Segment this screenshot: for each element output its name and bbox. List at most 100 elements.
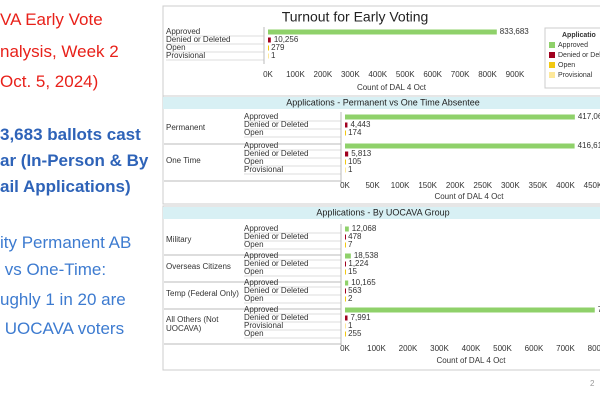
x-tick-label: 250K: [473, 181, 492, 190]
value-label: 7,991: [351, 313, 372, 322]
value-label: 792,912: [598, 305, 600, 314]
legend-entry: Open: [558, 62, 575, 69]
panel-header: [163, 97, 600, 109]
note-line: vs One-Time:: [0, 260, 107, 279]
bar: [345, 130, 346, 136]
bar: [345, 323, 346, 329]
value-label: 1: [348, 165, 353, 174]
x-tick-label: 400K: [368, 70, 387, 79]
category-label: Provisional: [244, 321, 283, 330]
bar: [268, 53, 269, 59]
x-tick-label: 500K: [396, 70, 415, 79]
bar: [345, 242, 346, 248]
bar: [345, 315, 348, 321]
summary-line: 3,683 ballots cast: [0, 125, 141, 144]
value-label: 417,069: [578, 112, 600, 121]
value-label: 1: [348, 321, 353, 330]
value-label: 10,256: [274, 35, 299, 44]
value-label: 563: [348, 286, 362, 295]
x-axis-label: Count of DAL 4 Oct: [436, 356, 506, 365]
bar: [345, 269, 346, 275]
group-label: Temp (Federal Only): [166, 288, 239, 298]
value-label: 416,614: [578, 141, 600, 150]
value-label: 833,683: [500, 27, 529, 36]
heading-line: VA Early Vote: [0, 10, 103, 29]
bar: [345, 253, 351, 259]
bar: [345, 122, 348, 128]
heading-line: Oct. 5, 2024): [0, 72, 99, 91]
chart-title: Applications - Permanent vs One Time Abs…: [286, 97, 480, 107]
x-tick-label: 100K: [286, 70, 305, 79]
note-line: ity Permanent AB: [0, 233, 132, 252]
x-tick-label: 900K: [506, 70, 525, 79]
x-tick-label: 300K: [341, 70, 360, 79]
x-tick-label: 400K: [556, 181, 575, 190]
value-label: 1,224: [348, 259, 369, 268]
legend-swatch: [549, 52, 555, 58]
group-label: Military: [166, 234, 192, 244]
bar: [345, 261, 346, 267]
category-label: Approved: [244, 251, 278, 260]
legend-swatch: [549, 72, 555, 78]
bar: [345, 296, 346, 302]
value-label: 7: [348, 240, 353, 249]
value-label: 4,443: [350, 120, 371, 129]
group-label-box: One Time: [166, 155, 201, 165]
category-label: Approved: [244, 224, 278, 233]
category-label: Approved: [244, 278, 278, 287]
group-label: One Time: [166, 155, 201, 165]
x-tick-label: 700K: [556, 344, 575, 353]
category-label: Approved: [166, 27, 200, 36]
x-axis-label: Count of DAL 4 Oct: [357, 83, 427, 92]
group-label-box: All Others (Not UOCAVA): [166, 315, 218, 333]
category-label: Denied or Deleted: [244, 149, 308, 158]
value-label: 15: [348, 267, 357, 276]
bar: [345, 143, 575, 149]
x-tick-label: 800K: [588, 344, 600, 353]
category-label: Denied or Deleted: [244, 313, 308, 322]
x-tick-label: 200K: [446, 181, 465, 190]
x-tick-label: 50K: [365, 181, 380, 190]
group-label: Overseas Citizens: [166, 261, 231, 271]
bar: [268, 45, 269, 51]
category-label: Approved: [244, 305, 278, 314]
panel-header: [163, 207, 600, 219]
value-label: 105: [348, 157, 362, 166]
x-tick-label: 400K: [462, 344, 481, 353]
bar: [345, 151, 349, 157]
note-line: ughly 1 in 20 are: [0, 290, 126, 309]
category-label: Open: [244, 267, 264, 276]
x-tick-label: 300K: [501, 181, 520, 190]
value-label: 2: [348, 294, 353, 303]
group-label-box: Temp (Federal Only): [166, 288, 239, 298]
x-tick-label: 600K: [423, 70, 442, 79]
category-label: Open: [244, 294, 264, 303]
category-label: Denied or Deleted: [244, 259, 308, 268]
chart-title: Turnout for Early Voting: [282, 9, 429, 25]
category-label: Open: [244, 157, 264, 166]
bar: [345, 159, 346, 165]
panel: [162, 205, 600, 371]
bar: [345, 114, 575, 120]
x-tick-label: 0K: [263, 70, 273, 79]
legend-title: Applicatio: [562, 32, 596, 39]
value-label: 12,068: [352, 224, 377, 233]
category-label: Open: [244, 128, 264, 137]
value-label: 1: [271, 51, 276, 60]
group-label-box: Overseas Citizens: [166, 261, 231, 271]
value-label: 174: [348, 128, 362, 137]
category-label: Denied or Deleted: [244, 286, 308, 295]
page-number: 2: [590, 379, 595, 388]
heading-line: nalysis, Week 2: [0, 42, 119, 61]
value-label: 478: [348, 232, 362, 241]
category-label: Denied or Deleted: [244, 120, 308, 129]
value-label: 255: [348, 329, 362, 338]
summary-line: ail Applications): [0, 177, 131, 196]
category-label: Denied or Deleted: [166, 35, 230, 44]
x-tick-label: 100K: [367, 344, 386, 353]
legend-entry: Denied or Deleted: [558, 52, 600, 59]
x-tick-label: 300K: [430, 344, 449, 353]
category-label: Open: [166, 43, 186, 52]
group-label-box: Permanent: [166, 123, 205, 132]
